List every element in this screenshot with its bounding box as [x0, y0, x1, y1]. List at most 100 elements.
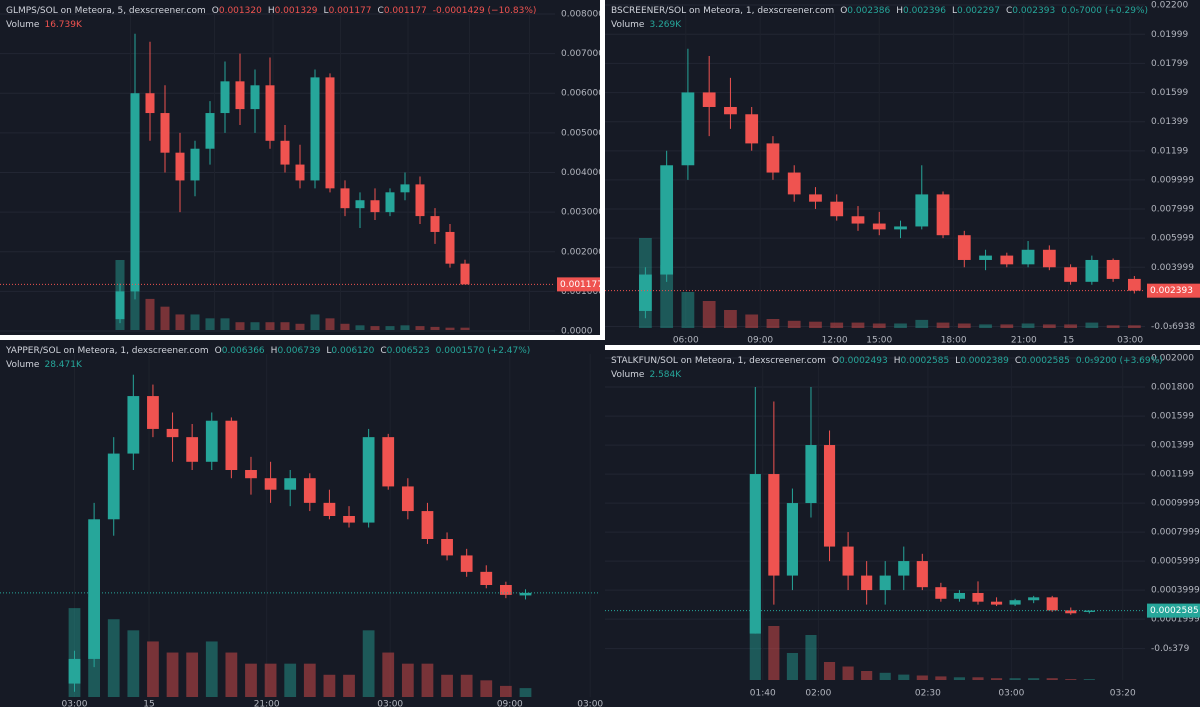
legend-key: C: [380, 346, 386, 356]
volume-bar: [264, 663, 277, 697]
candle-body: [519, 592, 532, 596]
candle-body: [894, 226, 907, 230]
x-tick-label: 03:20: [1110, 689, 1136, 699]
x-tick-label: 02:00: [805, 689, 831, 699]
panel-background: [0, 340, 605, 707]
candle-body: [220, 81, 230, 114]
change-value: 0.0001570 (+2.47%): [436, 346, 531, 356]
candle-body: [1046, 597, 1058, 611]
candle-body: [323, 502, 336, 516]
chart-panel: 0.02200 0.01999 0.01799 0.01599 0.01399 0.011…: [605, 0, 1200, 346]
y-tick-label: -0.0₃6938: [1151, 322, 1195, 332]
candle-body: [809, 194, 822, 202]
volume-bar: [127, 630, 140, 697]
candle-body: [225, 420, 238, 470]
candle-body: [186, 437, 199, 462]
legend-value: 0.002386: [847, 6, 890, 16]
candle-body: [295, 164, 305, 181]
candle-body: [362, 437, 375, 523]
volume-bar: [460, 327, 470, 330]
candle-body: [1127, 278, 1141, 291]
legend-value: 0.002297: [957, 6, 1000, 16]
y-tick-label: 0.007000: [561, 49, 604, 59]
volume-bar: [916, 675, 928, 680]
volume-bar: [809, 321, 822, 328]
volume-bar: [681, 292, 695, 328]
y-tick-label: 0.001399: [1151, 441, 1194, 451]
legend-value: 0.0002493: [839, 356, 888, 366]
candle-body: [702, 92, 716, 107]
volume-header: Volume 2.584K: [611, 370, 682, 380]
volume-label: Volume: [6, 20, 40, 30]
candle-body: [766, 143, 780, 173]
volume-bar: [385, 326, 395, 330]
volume-bar: [245, 663, 257, 697]
y-tick-label: 0.001599: [1151, 412, 1194, 422]
x-tick-label: 21:00: [1011, 336, 1037, 346]
volume-bar: [400, 325, 410, 330]
volume-bar: [265, 322, 275, 330]
panel-content: 03:00 15 21:00 03:00 09:00 03:00 YAPPER/SOL on…: [0, 346, 603, 707]
candle-body: [250, 85, 260, 110]
candle-body: [745, 114, 759, 144]
volume-bar: [953, 677, 965, 680]
volume-bar: [190, 314, 200, 330]
volume-bar: [1064, 324, 1077, 328]
y-tick-label: 0.005000: [561, 128, 604, 138]
volume-bar: [786, 653, 798, 680]
change-value: -0.0001429 (−10.83%): [433, 6, 537, 16]
x-tick-label: 15:00: [866, 336, 892, 346]
volume-bar: [1065, 679, 1077, 680]
y-tick-label: 0.006000: [561, 89, 604, 99]
x-tick-label: 02:30: [915, 689, 941, 699]
volume-bar: [147, 641, 159, 697]
volume-bar: [936, 322, 950, 328]
x-tick-label: 03:00: [577, 700, 603, 707]
legend-key: H: [896, 6, 903, 16]
volume-bar: [1085, 322, 1099, 328]
volume-bar: [284, 663, 297, 697]
volume-header: Volume 28.471K: [6, 360, 83, 370]
candle-body: [805, 445, 817, 504]
y-tick-label: 0.001800: [1151, 383, 1194, 393]
y-tick-label: -0.0₅379: [1151, 644, 1190, 654]
volume-bar: [186, 652, 199, 697]
volume-bar: [362, 630, 375, 697]
candle-body: [898, 561, 910, 576]
volume-bar: [460, 674, 473, 697]
panel-content: 0.02200 0.01999 0.01799 0.01599 0.01399 0.011…: [605, 1, 1200, 346]
chart-panel: 0.008000 0.007000 0.006000 0.005000 0.004000…: [0, 0, 604, 335]
volume-bar: [480, 680, 493, 697]
candle-body: [990, 601, 1003, 605]
y-tick-label: 0.0005999: [1151, 557, 1200, 567]
legend-value: 0.006523: [387, 346, 430, 356]
candle-body: [830, 201, 844, 217]
legend-value: 0.002393: [1012, 6, 1055, 16]
volume-bar: [1106, 325, 1120, 328]
change-value: 0.0₅9200 (+3.69%): [1076, 356, 1163, 366]
volume-label: Volume: [611, 370, 645, 380]
panel-background: [605, 0, 1200, 345]
last-price-tag: [1147, 603, 1200, 618]
candle-body: [235, 81, 245, 110]
candle-body: [1083, 610, 1095, 612]
volume-bar: [303, 663, 316, 697]
volume-bar: [340, 323, 350, 330]
volume-bar: [382, 652, 395, 697]
volume-bar: [220, 318, 230, 330]
candle-body: [145, 93, 155, 114]
y-tick-label: 0.01999: [1151, 30, 1188, 40]
candle-body: [175, 152, 185, 181]
legend-value: 0.0002585: [1021, 356, 1070, 366]
x-tick-label: 21:00: [254, 700, 280, 707]
legend-value: 0.0002389: [960, 356, 1009, 366]
volume-bar: [894, 323, 907, 328]
last-price-label: 0.002393: [1150, 286, 1193, 296]
x-tick-label: 03:00: [62, 700, 88, 707]
candle-body: [460, 263, 470, 285]
candle-body: [343, 516, 355, 523]
volume-bar: [1046, 678, 1058, 680]
volume-bar: [1042, 324, 1056, 328]
chart-header: BSCREENER/SOL on Meteora, 1, dexscreener…: [611, 6, 1148, 16]
volume-bar: [205, 318, 215, 330]
